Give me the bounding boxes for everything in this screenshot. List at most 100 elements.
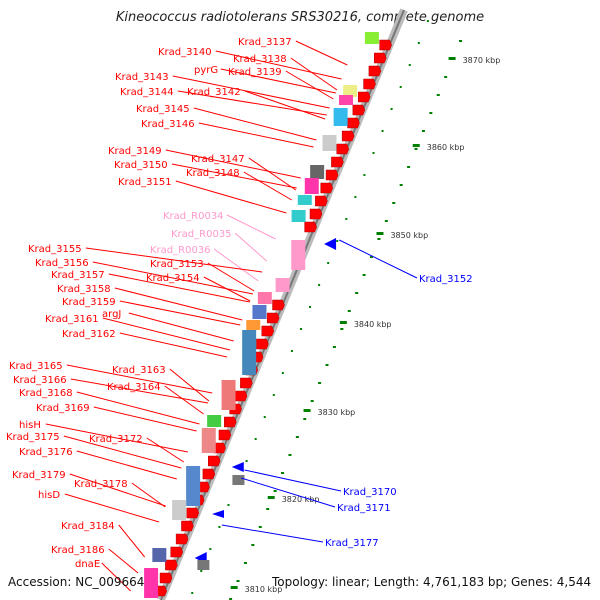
rna-feature	[291, 240, 306, 270]
gene-arrow	[165, 559, 178, 571]
label-leader-line	[69, 473, 166, 507]
gene-arrow	[374, 52, 387, 64]
tick-mark	[381, 130, 384, 132]
label-leader-line	[93, 406, 197, 432]
label-leader-line	[213, 248, 259, 282]
reverse-gene-label: Krad_3171	[337, 503, 391, 514]
label-leader-line	[241, 477, 336, 508]
tick-mark	[429, 112, 433, 114]
tick-mark	[436, 94, 440, 96]
tick-mark	[407, 166, 411, 168]
label-leader-line	[207, 262, 255, 292]
tick-mark	[229, 598, 233, 600]
reverse-gene-label: Krad_3170	[343, 487, 397, 498]
gene-arrow	[331, 156, 344, 168]
gene-arrow	[336, 143, 350, 155]
reverse-gene-arrow	[212, 510, 224, 518]
protein-domain-block	[338, 95, 353, 105]
tick-mark	[254, 438, 257, 440]
tick-mark	[399, 184, 403, 186]
tick-mark	[295, 436, 299, 438]
label-leader-line	[290, 57, 338, 91]
label-leader-line	[285, 70, 334, 100]
tick-mark	[426, 20, 429, 22]
tick-mark	[299, 328, 302, 330]
protein-domain-block	[152, 548, 167, 562]
gene-arrow	[304, 221, 317, 233]
gene-label: Krad_3156	[35, 258, 89, 269]
tick-mark	[459, 40, 462, 42]
reverse-gene-label: Krad_3152	[419, 274, 473, 285]
gene-arrow	[309, 208, 323, 220]
gene-label: Krad_R0035	[171, 229, 232, 240]
protein-domain-block	[242, 330, 257, 375]
protein-domain-block	[343, 85, 358, 97]
gene-label: argJ	[102, 309, 121, 320]
tick-mark	[272, 394, 275, 396]
gene-label: Krad_3151	[118, 177, 172, 188]
tick-mark	[243, 562, 247, 564]
tick-mark	[355, 292, 359, 294]
reverse-gene-arrow	[324, 238, 337, 250]
tick-mark	[340, 328, 344, 330]
tick-mark	[354, 196, 357, 198]
gene-arrow	[207, 455, 221, 467]
gene-label: hisD	[38, 490, 60, 501]
protein-domain-block	[257, 292, 272, 304]
tick-mark	[281, 472, 285, 474]
gene-arrow	[347, 117, 360, 129]
label-leader-line	[244, 469, 342, 492]
tick-mark	[362, 274, 366, 276]
reverse-gene-label: Krad_3177	[325, 538, 379, 549]
tick-mark	[236, 580, 240, 582]
gene-label: Krad_3158	[57, 284, 111, 295]
label-leaders	[45, 40, 418, 592]
gene-label: Krad_3148	[186, 168, 240, 179]
gene-arrow	[325, 169, 339, 181]
gene-arrow	[224, 416, 237, 428]
label-leader-line	[85, 247, 263, 273]
tick-mark	[363, 174, 366, 176]
gene-label: Krad_3149	[108, 146, 162, 157]
tick-label: 3830 kbp	[318, 408, 356, 417]
tick-mark	[227, 504, 230, 506]
protein-domain-block	[333, 108, 348, 126]
tick-mark	[392, 202, 396, 204]
tick-mark	[209, 548, 212, 550]
label-leader-line	[108, 548, 139, 574]
tick-mark	[310, 400, 314, 402]
gene-arrow	[379, 39, 392, 51]
tick-mark	[191, 592, 194, 594]
tick-label: 3840 kbp	[354, 320, 392, 329]
tick-mark	[288, 454, 292, 456]
label-leader-line	[45, 423, 188, 453]
protein-domain-block	[297, 195, 312, 205]
tick-mark	[266, 508, 270, 510]
tick-mark	[325, 364, 329, 366]
label-leader-line	[76, 391, 200, 425]
gene-arrow	[181, 520, 194, 532]
tick-mark	[303, 418, 307, 420]
tick-label: 3870 kbp	[463, 56, 501, 65]
gene-arrow	[261, 325, 275, 337]
label-leader-line	[66, 364, 213, 394]
tick-mark	[399, 86, 402, 88]
gene-label: Krad_R0034	[163, 211, 224, 222]
tick-mark	[318, 284, 321, 286]
gene-arrow	[368, 65, 382, 77]
gene-label: Krad_3150	[114, 160, 168, 171]
gene-label: Krad_3169	[36, 403, 90, 414]
tick-mark	[370, 256, 374, 258]
gene-arrow	[272, 299, 285, 311]
gene-arrow	[256, 338, 269, 350]
label-leader-line	[146, 437, 185, 463]
gene-label: Krad_3184	[61, 521, 115, 532]
tick-label: 3860 kbp	[427, 143, 465, 152]
gene-label: Krad_3166	[13, 375, 67, 386]
label-leader-line	[119, 300, 241, 326]
tick-mark	[347, 310, 351, 312]
gene-labels: Krad_3137 Krad_3140 Krad_3138 pyrG Krad_3139…	[6, 37, 473, 570]
gene-arrow	[240, 377, 253, 389]
gene-label: Krad_3168	[19, 388, 73, 399]
